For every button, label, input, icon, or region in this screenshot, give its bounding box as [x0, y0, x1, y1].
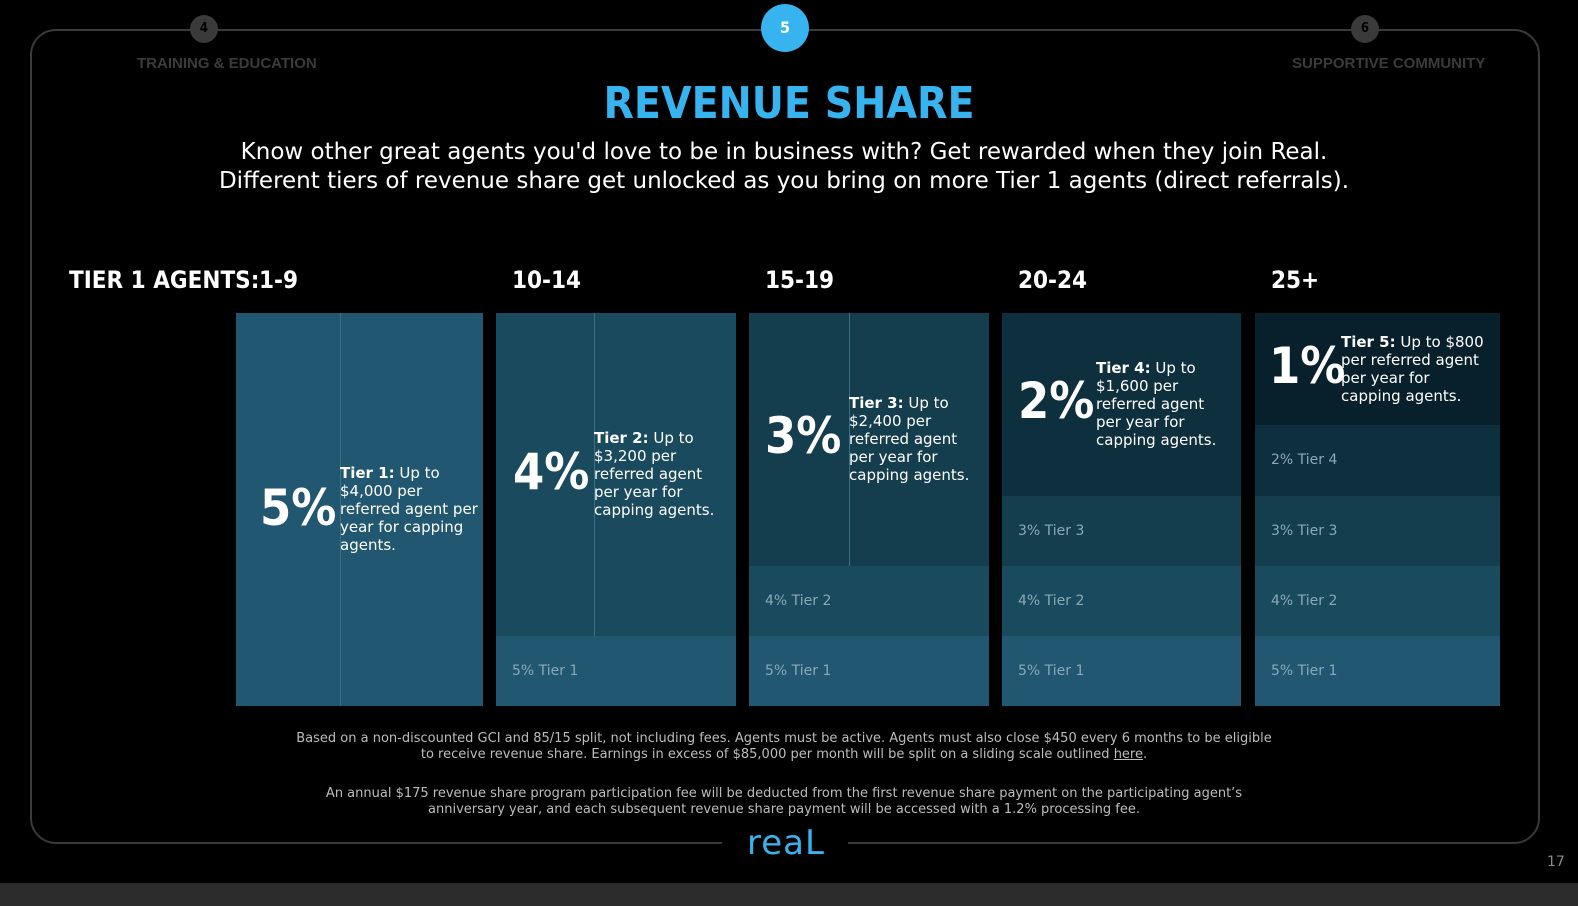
- tier-percent: 3%: [765, 407, 842, 465]
- subtitle-line-1: Know other great agents you'd love to be…: [240, 139, 1328, 165]
- band-tier-2: 4% Tier 2: [749, 566, 989, 636]
- band-label: 5% Tier 1: [765, 663, 832, 679]
- band-tier-1: 5% Tier 1: [1255, 636, 1500, 706]
- page-title: REVENUE SHARE: [603, 78, 975, 129]
- band-tier-2: 4% Tier 2: [1002, 566, 1241, 636]
- divider-line: [340, 313, 341, 706]
- band-tier-2: 4% Tier 2: [1255, 566, 1500, 636]
- tier-column-4: 2% Tier 4: Up to $1,600 per referred age…: [1002, 313, 1241, 706]
- subtitle-line-2: Different tiers of revenue share get unl…: [218, 168, 1350, 194]
- tier-column-2: 4% Tier 2: Up to $3,200 per referred age…: [496, 313, 736, 706]
- range-label: 25+: [1271, 266, 1320, 294]
- footnote-1-line-2: to receive revenue share. Earnings in ex…: [420, 747, 1148, 762]
- tier-column-5: 1% Tier 5: Up to $800 per referred agent…: [1255, 313, 1500, 706]
- tier-5-block: [1255, 313, 1500, 425]
- band-label: 3% Tier 3: [1271, 523, 1338, 539]
- tier-description: Tier 4: Up to $1,600 per referred agent …: [1096, 359, 1217, 449]
- tier-percent: 1%: [1269, 337, 1346, 395]
- footnote-2-line-1: An annual $175 revenue share program par…: [325, 786, 1243, 801]
- band-label: 5% Tier 1: [1271, 663, 1338, 679]
- tier-description: Tier 5: Up to $800 per referred agent pe…: [1341, 333, 1484, 405]
- tier-4-block: [1002, 313, 1241, 496]
- band-tier-1: 5% Tier 1: [496, 636, 736, 706]
- band-tier-1: 5% Tier 1: [1002, 636, 1241, 706]
- divider-line: [594, 313, 595, 636]
- band-tier-3: 3% Tier 3: [1002, 496, 1241, 566]
- here-link[interactable]: here: [1113, 747, 1143, 762]
- tier-3-block: [749, 313, 989, 566]
- band-label: 2% Tier 4: [1271, 452, 1338, 468]
- range-label: 10-14: [512, 266, 582, 294]
- tier-agents-label: TIER 1 AGENTS:: [69, 266, 260, 294]
- range-label: 1-9: [259, 266, 299, 294]
- step-6-label[interactable]: SUPPORTIVE COMMUNITY: [1292, 55, 1486, 72]
- tier-description: Tier 3: Up to $2,400 per referred agent …: [849, 394, 970, 484]
- tier-column-1: 5% Tier 1: Up to $4,000 per referred age…: [236, 313, 483, 706]
- band-label: 3% Tier 3: [1018, 523, 1085, 539]
- step-6-indicator[interactable]: 6: [1351, 15, 1379, 43]
- band-label: 5% Tier 1: [512, 663, 579, 679]
- step-4-indicator[interactable]: 4: [190, 15, 218, 43]
- bottom-bar: [0, 883, 1578, 906]
- tier-1-block: [236, 313, 483, 706]
- band-tier-3: 3% Tier 3: [1255, 496, 1500, 566]
- footnote-2-line-2: anniversary year, and each subsequent re…: [428, 802, 1140, 817]
- band-label: 4% Tier 2: [765, 593, 832, 609]
- band-label: 4% Tier 2: [1271, 593, 1338, 609]
- step-4-label[interactable]: TRAINING & EDUCATION: [137, 55, 317, 72]
- tier-description: Tier 2: Up to $3,200 per referred agent …: [594, 429, 715, 519]
- range-label: 20-24: [1018, 266, 1088, 294]
- real-logo: reaL: [747, 823, 825, 863]
- tier-2-block: [496, 313, 736, 636]
- tier-percent: 5%: [260, 479, 337, 537]
- band-tier-4: 2% Tier 4: [1255, 425, 1500, 496]
- page-number: 17: [1547, 854, 1565, 870]
- tier-column-3: 3% Tier 3: Up to $2,400 per referred age…: [749, 313, 989, 706]
- frame-gap: [722, 836, 848, 852]
- tier-percent: 2%: [1018, 372, 1095, 430]
- tier-description: Tier 1: Up to $4,000 per referred agent …: [340, 464, 478, 554]
- band-label: 4% Tier 2: [1018, 593, 1085, 609]
- divider-line: [849, 313, 850, 566]
- footnote-1-line-1: Based on a non-discounted GCI and 85/15 …: [296, 731, 1272, 746]
- range-label: 15-19: [765, 266, 835, 294]
- step-5-indicator[interactable]: 5: [761, 4, 809, 52]
- band-label: 5% Tier 1: [1018, 663, 1085, 679]
- band-tier-1: 5% Tier 1: [749, 636, 989, 706]
- tier-percent: 4%: [513, 443, 590, 501]
